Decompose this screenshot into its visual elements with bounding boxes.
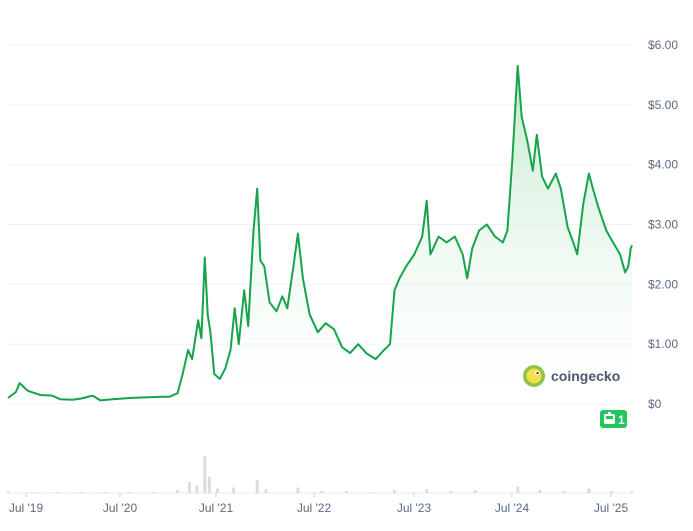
coingecko-gecko-icon — [523, 365, 545, 387]
volume-bar — [587, 488, 591, 493]
volume-bar — [425, 489, 429, 493]
volume-bar — [195, 485, 199, 493]
volume-bar — [103, 492, 107, 493]
y-axis-ticks: $0 $1.00 $2.00 $3.00 $4.00 $5.00 $6.00 — [648, 38, 678, 411]
volume-bar — [344, 491, 348, 493]
price-line[interactable] — [7, 64, 633, 402]
x-tick-label: Jul '22 — [297, 501, 332, 515]
y-tick-label: $6.00 — [648, 38, 678, 52]
volume-bar — [320, 491, 324, 493]
gecko-badge-icon — [604, 412, 615, 424]
volume-bar — [232, 487, 236, 493]
coingecko-watermark: coingecko — [523, 365, 620, 387]
volume-bar — [203, 456, 207, 493]
price-area — [8, 65, 632, 405]
volume-bar — [610, 491, 614, 493]
x-tick-label: Jul '25 — [594, 501, 629, 515]
volume-bar — [264, 489, 268, 493]
volume-bar — [538, 490, 542, 493]
volume-bar — [6, 491, 10, 493]
x-tick-label: Jul '23 — [397, 501, 432, 515]
x-tick-label: Jul '19 — [9, 501, 44, 515]
x-axis-ticks: Jul '19 Jul '20 Jul '21 Jul '22 Jul '23 Jul '… — [9, 493, 629, 515]
price-series-line[interactable] — [7, 64, 633, 402]
y-tick-label: $3.00 — [648, 218, 678, 232]
y-tick-label: $1.00 — [648, 337, 678, 351]
volume-bar — [392, 490, 396, 493]
volume-bar — [54, 492, 58, 493]
volume-bar — [151, 492, 155, 493]
x-tick-label: Jul '20 — [103, 501, 138, 515]
y-tick-label: $0 — [648, 397, 662, 411]
gecko-badge[interactable]: 1 — [600, 410, 627, 428]
volume-bar — [630, 491, 634, 493]
price-area-fill — [8, 65, 632, 405]
x-tick-label: Jul '24 — [495, 501, 530, 515]
y-tick-label: $2.00 — [648, 277, 678, 291]
y-tick-label: $5.00 — [648, 98, 678, 112]
coingecko-brand-text: coingecko — [551, 368, 620, 384]
gecko-badge-value: 1 — [618, 413, 625, 427]
volume-bar — [79, 492, 83, 493]
volume-bar — [562, 491, 566, 493]
volume-bars — [6, 456, 634, 494]
volume-bar — [127, 492, 131, 493]
volume-bar — [207, 476, 211, 493]
y-tick-label: $4.00 — [648, 158, 678, 172]
volume-bar — [473, 490, 477, 493]
volume-bar — [296, 487, 300, 493]
volume-bar — [255, 480, 259, 493]
volume-bar — [176, 490, 180, 493]
grid-lines — [8, 44, 632, 405]
volume-bar — [30, 492, 34, 493]
volume-bar — [516, 486, 520, 493]
volume-bar — [449, 491, 453, 493]
volume-bar — [369, 492, 373, 493]
volume-bar — [187, 482, 191, 493]
x-tick-label: Jul '21 — [199, 501, 234, 515]
volume-bar — [215, 488, 219, 493]
